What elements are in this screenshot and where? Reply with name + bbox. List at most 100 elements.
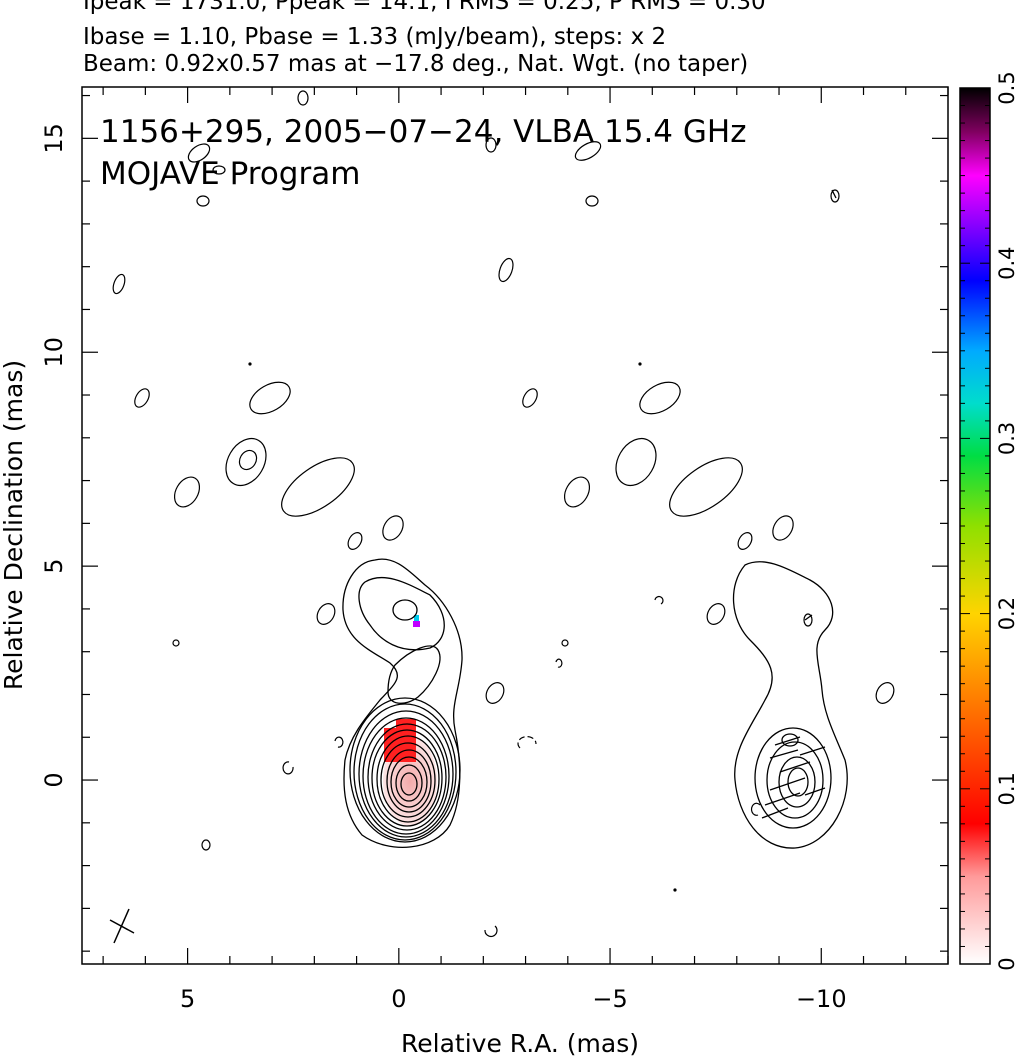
axis-tick-labels: 5 0 −5 −10 0 5 10 15 [40, 123, 847, 1013]
core-contour [766, 741, 824, 819]
polarization-vector [779, 761, 811, 773]
colorbar-tick-label: 0.4 [995, 246, 1019, 279]
noise-contours [112, 90, 895, 938]
core-contour [787, 767, 809, 797]
noise-contour [522, 388, 538, 408]
core-contour [386, 749, 432, 813]
x-tick-label: −5 [592, 985, 627, 1013]
noise-point [638, 362, 642, 366]
knot-contour [392, 599, 418, 621]
polarization-vector [761, 807, 789, 819]
noise-contour [803, 613, 813, 627]
polarization-vector [764, 792, 801, 806]
y-tick-label: 10 [40, 337, 68, 368]
polarization-vector [769, 749, 799, 759]
core-contour [371, 729, 443, 827]
noise-contour [297, 90, 309, 106]
colorbar-tick-label: 0.3 [995, 422, 1019, 455]
polarization-vector [774, 736, 801, 746]
core-contour [380, 742, 436, 818]
colorbar: 0 0.1 0.2 0.3 0.4 0.5 [959, 71, 1019, 971]
noise-contour [201, 839, 211, 851]
negative-contour [750, 802, 761, 816]
jet-contour [387, 645, 441, 704]
polarization-patch [414, 615, 419, 621]
x-axis-title: Relative R.A. (mas) [401, 1029, 639, 1058]
noise-contour [238, 449, 258, 471]
noise-contour [498, 257, 514, 283]
core-contour [353, 703, 457, 841]
colorbar-tick-label: 0.1 [995, 772, 1019, 805]
intensity-contours-right [732, 561, 848, 849]
polarization-vector [804, 787, 826, 796]
polarization-vectors [761, 189, 837, 819]
noise-contour [772, 515, 794, 541]
jet-outer-contour [732, 561, 848, 849]
negative-contour [517, 736, 537, 749]
plot-frame [81, 86, 949, 965]
noise-contour [563, 476, 591, 508]
noise-point [248, 362, 252, 366]
header-line-3: Beam: 0.92x0.57 mas at −17.8 deg., Nat. … [83, 51, 749, 77]
source-label: 1156+295, 2005−07−24, VLBA 15.4 GHz [100, 114, 746, 150]
noise-contour [112, 273, 126, 295]
polarization-vector [799, 746, 826, 756]
core-contour [376, 735, 440, 823]
intensity-contours-left [342, 558, 463, 848]
core-contour [367, 723, 447, 831]
core-contour [390, 756, 428, 808]
noise-point [673, 888, 677, 892]
noise-contour [485, 137, 497, 153]
colorbar-tick-label: 0.2 [995, 597, 1019, 630]
y-tick-label: 5 [40, 559, 68, 574]
beam-marker [109, 908, 135, 944]
core-contour [395, 764, 423, 802]
core-contour [754, 727, 832, 829]
noise-contour [172, 639, 180, 647]
noise-contour [212, 165, 226, 175]
y-tick-label: 0 [40, 772, 68, 787]
noise-contour [173, 476, 201, 508]
colorbar-tick-label: 0.5 [995, 71, 1019, 104]
x-tick-label: −10 [796, 985, 847, 1013]
noise-contour [585, 195, 599, 207]
noise-contour [196, 195, 210, 207]
noise-contour [316, 603, 336, 625]
jet-outer-contour [342, 558, 463, 848]
y-tick-label: 15 [40, 123, 68, 154]
noise-contour [706, 603, 726, 625]
header-line-1: Ipeak = 1731.0, Ppeak = 14.1, I RMS = 0.… [83, 0, 766, 15]
noise-contour [225, 437, 267, 487]
jet-contour [358, 576, 445, 651]
program-label: MOJAVE Program [100, 156, 360, 192]
core-contour [358, 710, 454, 838]
polarization-vector [769, 777, 806, 791]
x-tick-label: 5 [180, 985, 195, 1013]
x-tick-label: 0 [391, 985, 406, 1013]
noise-contour [249, 381, 291, 415]
noise-contour [347, 532, 363, 550]
noise-contour [187, 143, 211, 163]
core-contour [349, 697, 461, 843]
core-contour [400, 772, 418, 796]
negative-contour [334, 736, 344, 748]
negative-contour [555, 658, 563, 668]
noise-contour [485, 682, 505, 704]
noise-contour [134, 388, 150, 408]
y-axis-title: Relative Declination (mas) [0, 360, 28, 690]
noise-contour [639, 381, 681, 415]
polarization-patch [413, 621, 420, 627]
negative-contour [484, 925, 498, 938]
axis-ticks [82, 87, 949, 964]
core-contour [778, 756, 816, 808]
negative-contour [282, 761, 294, 775]
header-line-2: Ibase = 1.10, Pbase = 1.33 (mJy/beam), s… [83, 24, 667, 50]
beam-minor-axis [109, 919, 135, 934]
noise-contour [875, 682, 895, 704]
noise-contour [561, 639, 569, 647]
knot-contour [781, 733, 799, 747]
noise-contour [281, 457, 355, 517]
colorbar-tick-label: 0 [995, 957, 1019, 970]
map-content [109, 90, 895, 944]
